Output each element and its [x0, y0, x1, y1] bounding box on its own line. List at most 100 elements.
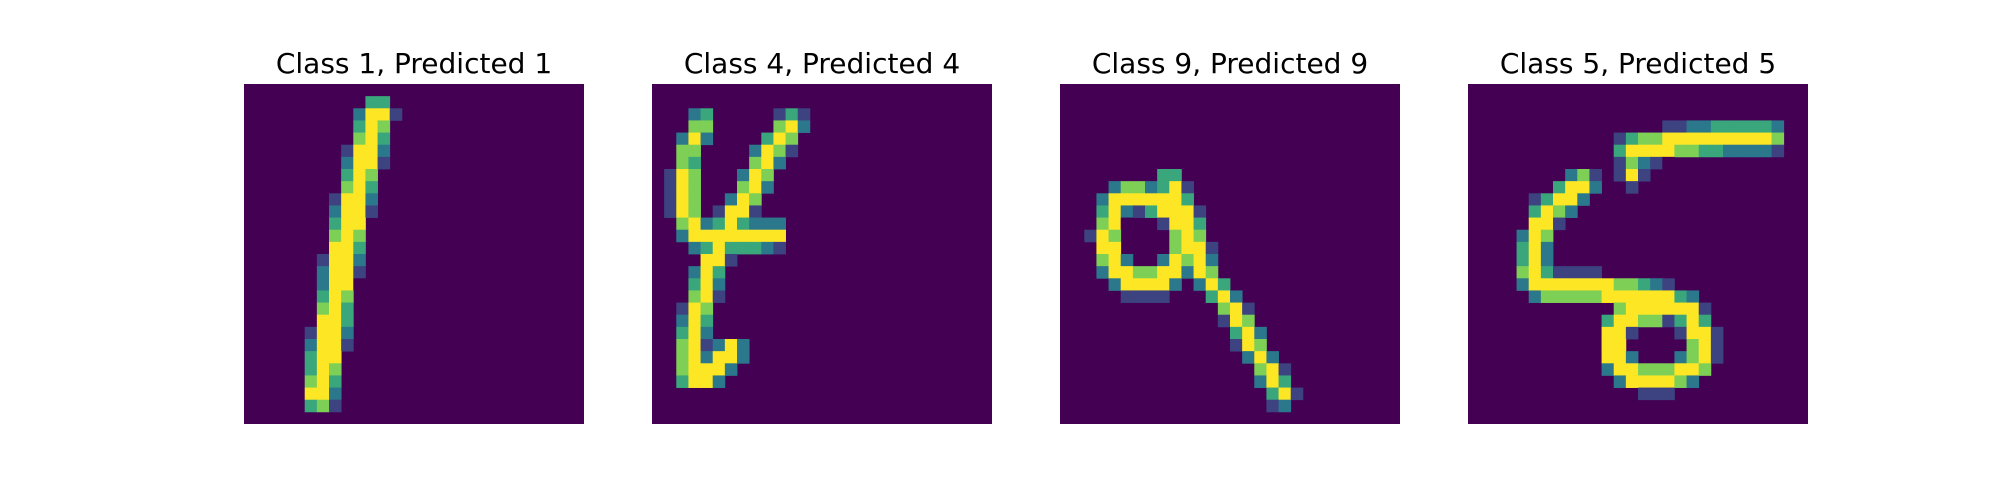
pixel-cell — [1157, 181, 1170, 194]
pixel-cell — [1540, 205, 1554, 218]
pixel-cell — [316, 375, 330, 388]
pixel-cell — [1181, 266, 1194, 279]
pixel-cell — [1157, 290, 1170, 303]
pixel-cell — [1540, 193, 1554, 206]
pixel-cell — [737, 169, 750, 182]
pixel-cell — [1254, 363, 1267, 376]
pixel-cell — [1759, 132, 1772, 146]
pixel-cell — [785, 108, 799, 121]
pixel-cell — [365, 156, 378, 170]
pixel-cell — [676, 375, 689, 388]
pixel-cell — [353, 241, 366, 255]
pixel-cell — [1613, 302, 1627, 316]
pixel-cell — [664, 181, 677, 194]
pixel-cell — [1096, 193, 1109, 206]
pixel-cell — [1747, 144, 1760, 158]
pixel-cell — [304, 399, 318, 413]
pixel-cell — [1266, 375, 1279, 388]
pixel-cell — [688, 351, 701, 364]
pixel-cell — [1565, 205, 1578, 218]
pixel-cell — [785, 132, 799, 146]
pixel-cell — [341, 314, 354, 328]
pixel-cell — [676, 217, 689, 231]
pixel-cell — [737, 217, 750, 231]
pixel-cell — [761, 217, 774, 231]
subplot-title: Class 1, Predicted 1 — [275, 47, 553, 80]
pixel-cell — [1710, 351, 1724, 364]
pixel-cell — [1698, 314, 1712, 328]
pixel-cell — [1169, 169, 1182, 182]
pixel-cell — [724, 241, 738, 255]
pixel-cell — [1625, 156, 1639, 170]
pixel-cell — [773, 108, 786, 121]
pixel-cell — [700, 229, 714, 243]
pixel-cell — [1650, 132, 1663, 146]
pixel-cell — [1169, 254, 1182, 267]
pixel-cell — [1120, 205, 1134, 218]
pixel-cell — [377, 132, 391, 146]
pixel-cell — [1662, 387, 1675, 401]
pixel-cell — [341, 205, 354, 218]
pixel-cell — [1625, 326, 1639, 340]
pixel-cell — [1650, 375, 1663, 388]
pixel-cell — [1565, 169, 1578, 182]
pixel-cell — [304, 351, 318, 364]
pixel-cell — [1638, 302, 1651, 316]
pixel-cell — [341, 266, 354, 279]
pixel-cell — [1254, 375, 1267, 388]
pixel-cell — [1096, 241, 1109, 255]
pixel-cell — [1516, 278, 1530, 291]
pixel-cell — [712, 254, 726, 267]
pixel-cell — [1553, 266, 1566, 279]
pixel-cell — [676, 339, 689, 352]
pixel-cell — [365, 205, 378, 218]
pixel-cell — [1528, 266, 1542, 279]
pixel-cell — [1132, 193, 1146, 206]
pixel-cell — [785, 120, 799, 133]
pixel-cell — [1577, 290, 1590, 303]
pixel-cell — [1759, 120, 1772, 133]
pixel-cell — [1662, 156, 1675, 170]
pixel-cell — [1528, 193, 1542, 206]
digit-heatmap — [1084, 169, 1304, 413]
pixel-cell — [1242, 326, 1255, 340]
pixel-cell — [688, 181, 701, 194]
pixel-cell — [1132, 290, 1146, 303]
digit-image — [652, 84, 992, 424]
pixel-cell — [1205, 290, 1219, 303]
pixel-cell — [749, 169, 762, 182]
pixel-cell — [1553, 278, 1566, 291]
pixel-cell — [1577, 169, 1590, 182]
pixel-cell — [329, 363, 342, 376]
pixel-cell — [712, 217, 726, 231]
pixel-cell — [1169, 217, 1182, 231]
pixel-cell — [1577, 181, 1590, 194]
pixel-cell — [1516, 229, 1530, 243]
pixel-cell — [749, 193, 762, 206]
pixel-cell — [1771, 144, 1785, 158]
pixel-cell — [1710, 339, 1724, 352]
pixel-cell — [1662, 132, 1675, 146]
pixel-cell — [1528, 217, 1542, 231]
pixel-cell — [353, 205, 366, 218]
pixel-cell — [1553, 217, 1566, 231]
pixel-cell — [676, 302, 689, 316]
pixel-cell — [341, 290, 354, 303]
pixel-cell — [1662, 375, 1675, 388]
pixel-cell — [353, 254, 366, 267]
pixel-cell — [1157, 205, 1170, 218]
pixel-cell — [688, 326, 701, 340]
pixel-cell — [353, 181, 366, 194]
pixel-cell — [688, 266, 701, 279]
pixel-cell — [1205, 278, 1219, 291]
pixel-cell — [1516, 241, 1530, 255]
pixel-cell — [329, 375, 342, 388]
pixel-cell — [761, 169, 774, 182]
pixel-cell — [1516, 266, 1530, 279]
pixel-cell — [1735, 132, 1748, 146]
subplot-title: Class 5, Predicted 5 — [1499, 47, 1777, 80]
pixel-cell — [1613, 132, 1627, 146]
pixel-cell — [773, 217, 786, 231]
pixel-cell — [1650, 290, 1663, 303]
pixel-cell — [1589, 181, 1602, 194]
